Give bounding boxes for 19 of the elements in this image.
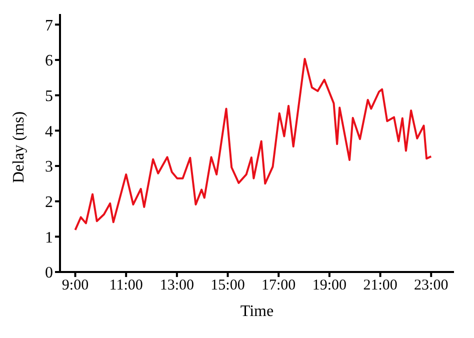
- y-tick-label: 5: [45, 88, 53, 105]
- y-tick-label: 1: [45, 229, 53, 246]
- x-tick-label: 11:00: [109, 278, 143, 294]
- line-series: [74, 58, 432, 231]
- y-tick-label: 4: [45, 123, 53, 140]
- x-tick-label: 21:00: [363, 278, 398, 294]
- x-tick-label: 9:00: [62, 278, 89, 294]
- x-tick-label: 23:00: [414, 278, 448, 294]
- y-tick-label: 3: [45, 158, 53, 176]
- x-tick-label: 19:00: [312, 278, 347, 294]
- x-tick-label: 17:00: [262, 278, 296, 294]
- y-tick-label: 6: [45, 52, 53, 70]
- y-tick-label: 2: [45, 194, 53, 211]
- x-tick-label: 13:00: [160, 278, 194, 294]
- x-tick-label: 15:00: [210, 278, 245, 294]
- y-tick-label: 7: [45, 17, 53, 34]
- x-axis-title: Time: [240, 303, 274, 320]
- y-axis-title: Delay (ms): [10, 111, 28, 183]
- y-tick-label: 0: [45, 264, 53, 282]
